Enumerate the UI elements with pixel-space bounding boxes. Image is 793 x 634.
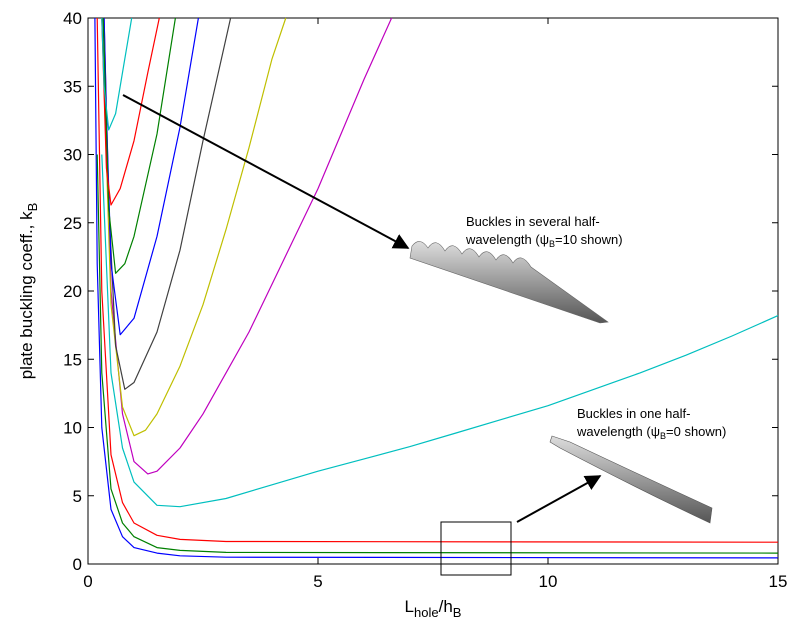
x-axis-label: hole [414, 605, 439, 620]
arrow [122, 94, 410, 249]
annotation-text: wavelength (ψB=0 shown) [576, 424, 726, 441]
curve [101, 154, 779, 508]
y-axis-label: plate buckling coeff., k [17, 211, 36, 379]
x-tick-label: 15 [769, 572, 788, 591]
curve [96, 17, 779, 543]
annotation-text: wavelength ( [465, 232, 540, 247]
curves [94, 17, 779, 559]
x-tick-label: 5 [313, 572, 322, 591]
y-tick-label: 20 [63, 282, 82, 301]
annotation-text: B [549, 239, 555, 249]
annotation: Buckles in several half- wavelength (ψB=… [465, 214, 623, 249]
annotation-text: ψ [540, 232, 549, 247]
x-axis-label: /h [439, 597, 453, 616]
y-tick-label: 40 [63, 9, 82, 28]
annotation-text: Buckles in one half- [577, 406, 690, 421]
curve [103, 17, 393, 475]
y-tick-label: 25 [63, 214, 82, 233]
x-tick-label: 10 [539, 572, 558, 591]
annotation-text: wavelength (ψB=10 shown) [465, 232, 623, 249]
curve [96, 154, 779, 554]
annotation-text: Buckles in several half- [466, 214, 600, 229]
plot-frame [87, 17, 779, 565]
curve [101, 17, 133, 131]
y-tick-label: 5 [73, 487, 82, 506]
annotation-text: B [660, 431, 666, 441]
curve [103, 17, 199, 336]
y-tick-label: 35 [63, 77, 82, 96]
curve [103, 17, 287, 437]
curve [101, 17, 160, 206]
arrow [516, 475, 602, 523]
y-tick-label: 10 [63, 419, 82, 438]
curve [102, 17, 176, 274]
y-axis-label: plate buckling coeff., kB [17, 203, 40, 380]
annotation-text: =10 shown) [555, 232, 623, 247]
plate-image-one [549, 435, 713, 524]
y-tick-label: 15 [63, 350, 82, 369]
highlight-box [440, 521, 512, 576]
annotation-text: =0 shown) [666, 424, 726, 439]
annotation: Buckles in one half- wavelength (ψB=0 sh… [576, 406, 726, 441]
y-tick-label: 0 [73, 555, 82, 574]
x-tick-label: 0 [83, 572, 92, 591]
x-axis-label: B [453, 605, 462, 620]
x-axis-label: L [405, 597, 414, 616]
curve [94, 17, 779, 559]
y-axis-label: B [25, 203, 40, 212]
annotation-text: wavelength ( [576, 424, 651, 439]
x-axis-label: Lhole/hB [405, 597, 462, 620]
y-tick-label: 30 [63, 146, 82, 165]
plate-image-several [409, 241, 609, 324]
annotation-text: ψ [651, 424, 660, 439]
